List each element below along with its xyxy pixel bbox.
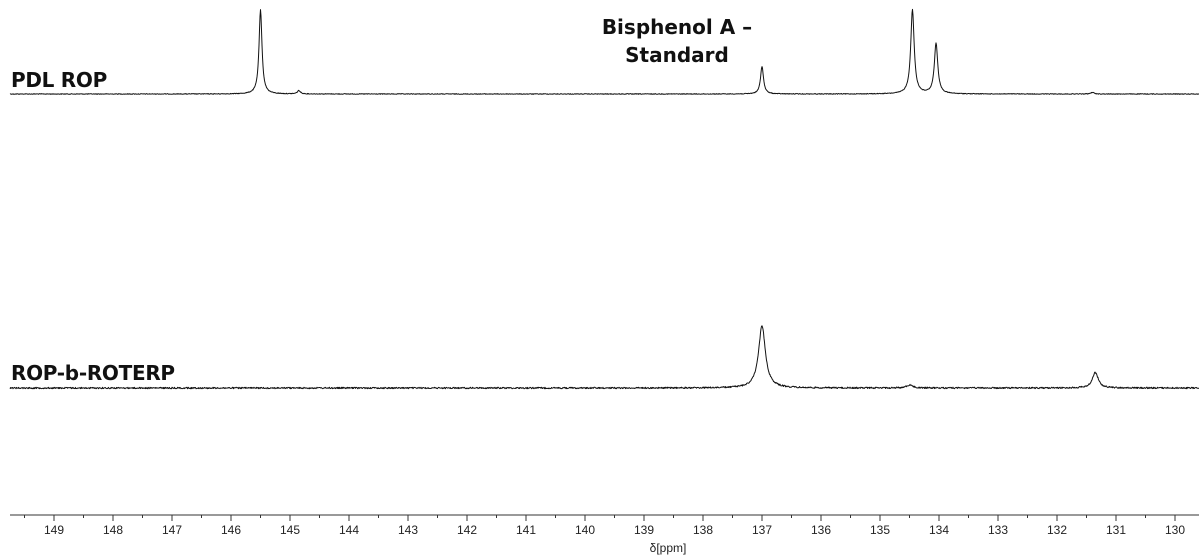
x-tick-label: 140 (575, 523, 595, 537)
bisphenol-annotation-line2: Standard (625, 43, 729, 67)
x-tick-label: 144 (339, 523, 359, 537)
x-tick-label: 131 (1106, 523, 1126, 537)
spectrum-traces (9, 8, 1199, 390)
x-tick-label: 138 (693, 523, 713, 537)
series-label-rop-b-roterp: ROP-b-ROTERP (11, 361, 175, 385)
x-tick-label: 147 (162, 523, 182, 537)
x-tick-label: 130 (1165, 523, 1185, 537)
x-tick-label: 133 (988, 523, 1008, 537)
x-tick-label: 145 (280, 523, 300, 537)
x-tick-label: 139 (634, 523, 654, 537)
spectrum-trace-pdl-rop (9, 8, 1199, 95)
x-tick-label: 141 (516, 523, 536, 537)
x-tick-label: 137 (752, 523, 772, 537)
x-tick-label: 132 (1047, 523, 1067, 537)
x-tick-label: 134 (929, 523, 949, 537)
x-tick-label: 146 (221, 523, 241, 537)
bisphenol-annotation: Bisphenol A – Standard (585, 13, 769, 69)
x-tick-label: 148 (103, 523, 123, 537)
bisphenol-annotation-line1: Bisphenol A – (601, 15, 753, 39)
x-tick-label: 143 (398, 523, 418, 537)
x-tick-label: 136 (811, 523, 831, 537)
x-axis: 149 148 147 146 145 144 143 142 141 140 139 138 137 1… (10, 514, 1199, 537)
x-tick-label: 135 (870, 523, 890, 537)
spectrum-trace-rop-b-roterp (9, 325, 1199, 390)
series-label-pdl-rop: PDL ROP (11, 68, 107, 92)
x-tick-label: 149 (44, 523, 64, 537)
x-tick-label: 142 (457, 523, 477, 537)
x-axis-title: δ[ppm] (650, 541, 687, 555)
